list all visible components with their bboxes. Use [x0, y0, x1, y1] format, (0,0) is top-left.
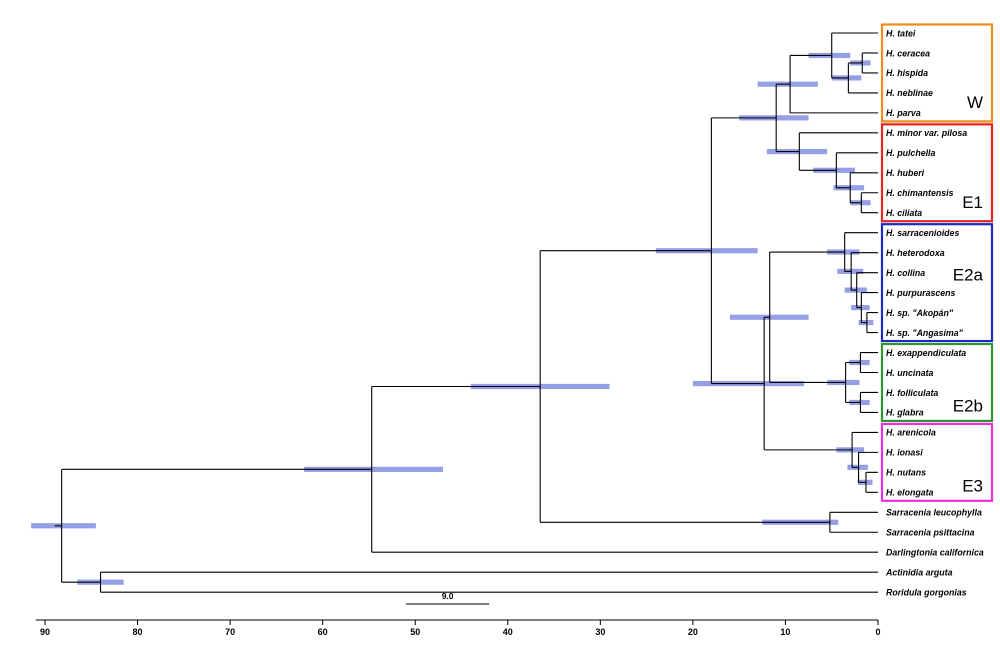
- clade-boxes: W E1 E2a E2b E3: [880, 23, 994, 502]
- tip-label: H. pulchella: [886, 148, 935, 158]
- axis-tick-label: 50: [410, 627, 420, 637]
- axis-tick-label: 40: [503, 627, 513, 637]
- tip-label: Roridula gorgonias: [886, 587, 967, 597]
- tip-label: H. arenicola: [886, 428, 936, 438]
- tip-label: H. huberi: [886, 168, 925, 178]
- tip-label: H. ciliata: [886, 208, 922, 218]
- axis-tick-label: 20: [688, 627, 698, 637]
- clade-box-W: [880, 23, 994, 123]
- node-age-bar: [304, 466, 443, 472]
- tip-label: H. sarracenioides: [886, 228, 959, 238]
- clade-label-E3: E3: [962, 476, 983, 495]
- node-age-bar: [31, 523, 96, 529]
- tip-label: H. neblinae: [886, 88, 933, 98]
- clade-box-E3: [880, 422, 994, 502]
- axis-tick-label: 80: [133, 627, 143, 637]
- scale-bar-label: 9.0: [442, 591, 454, 601]
- axis-tick-label: 0: [875, 627, 880, 637]
- axis-tick-label: 10: [780, 627, 790, 637]
- clade-box-E1: [880, 123, 994, 223]
- tip-label: Actinidia arguta: [885, 567, 953, 577]
- branches: [54, 32, 878, 593]
- tip-label: H. purpurascens: [886, 288, 956, 298]
- tip-label: H. elongata: [886, 488, 934, 498]
- axis-tick-label: 90: [40, 627, 50, 637]
- tip-label: H. heterodoxa: [886, 248, 945, 258]
- tip-label: H. chimantensis: [886, 188, 954, 198]
- clade-label-E2a: E2a: [953, 265, 984, 284]
- tip-label: H. ceracea: [886, 48, 930, 58]
- tip-label: H. glabra: [886, 408, 924, 418]
- clade-label-W: W: [967, 93, 983, 112]
- tip-label: H. sp. "Akopán": [886, 308, 954, 318]
- tip-label: H. exappendiculata: [886, 348, 966, 358]
- clade-box-E2b: [880, 342, 994, 423]
- tip-label: H. collina: [886, 268, 925, 278]
- tip-label: H. folliculata: [886, 388, 938, 398]
- clade-label-E1: E1: [962, 193, 983, 212]
- tip-label: H. parva: [886, 108, 921, 118]
- axis-tick-label: 60: [318, 627, 328, 637]
- axis-tick-label: 30: [595, 627, 605, 637]
- tip-label: H. sp. "Angasima": [886, 328, 964, 338]
- axis-tick-label: 70: [225, 627, 235, 637]
- tip-label: H. tatei: [886, 28, 916, 38]
- tip-label: H. hispida: [886, 68, 928, 78]
- time-axis: 90 80 70 60 50 40 30 20 10 0 9.0: [35, 591, 881, 637]
- clade-box-E2a: [880, 223, 994, 343]
- node-age-bars: [31, 52, 874, 585]
- tip-label: Sarracenia psittacina: [886, 528, 975, 538]
- clade-label-E2b: E2b: [953, 397, 983, 416]
- tip-label: H. minor var. pilosa: [886, 128, 967, 138]
- tip-label: H. nutans: [886, 468, 926, 478]
- tip-label: H. ionasi: [886, 448, 923, 458]
- tip-label: Darlingtonia californica: [886, 548, 984, 558]
- tip-label: Sarracenia leucophylla: [886, 508, 982, 518]
- tip-label: H. uncinata: [886, 368, 934, 378]
- tip-labels: H. tatei H. ceracea H. hispida H. neblinae H…: [885, 28, 984, 597]
